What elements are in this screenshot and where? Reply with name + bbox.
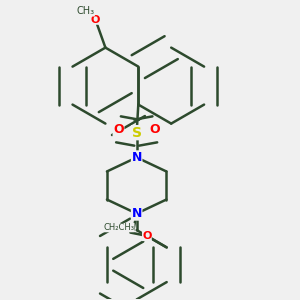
- Text: O: O: [142, 231, 152, 241]
- Text: CH₂CH₃: CH₂CH₃: [103, 223, 134, 232]
- Text: O: O: [91, 15, 100, 25]
- Text: S: S: [132, 126, 142, 140]
- Text: O: O: [149, 123, 160, 136]
- Text: N: N: [131, 151, 142, 164]
- Text: CH₃: CH₃: [76, 6, 95, 16]
- Text: O: O: [113, 123, 124, 136]
- Text: N: N: [131, 207, 142, 220]
